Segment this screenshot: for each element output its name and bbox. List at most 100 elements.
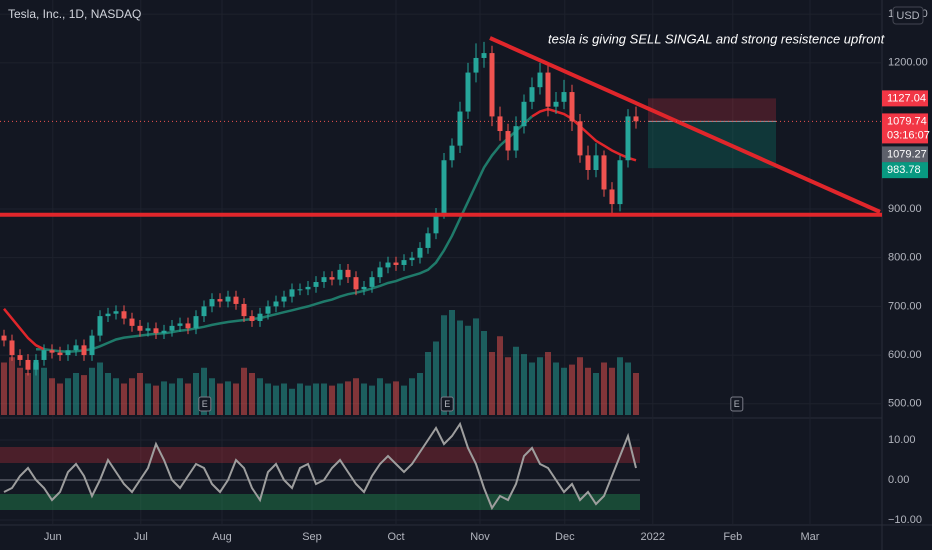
candle-body [385,262,391,268]
position-risk [648,98,776,122]
volume-bar [569,364,575,415]
y-tick-label: 500.00 [888,398,922,410]
candle-body [313,282,319,287]
candle-body [129,318,135,326]
volume-bar [425,352,431,415]
moving-average [3,107,637,351]
volume-bar [505,357,511,415]
x-tick-label: Aug [212,531,232,543]
candle-body [465,72,471,112]
oscillator-line [3,421,637,511]
countdown: 03:16:07 [887,129,930,141]
y-tick-label: 10.00 [888,434,916,446]
oscillator-band [0,494,640,510]
x-tick-label: Mar [801,531,820,543]
x-tick-label: 2022 [641,531,665,543]
y-tick-label: 900.00 [888,203,922,215]
volume-bar [241,367,247,415]
x-tick-label: Nov [470,531,490,543]
position-reward [648,121,776,169]
volume-bar [385,383,391,415]
volume-bar [321,383,327,415]
volume-bar [17,367,23,415]
volume-bar [617,357,623,415]
candle-body [425,233,431,248]
volume-bar [537,357,543,415]
candle-body [561,92,567,102]
candle-body [409,257,415,261]
volume-bar [73,373,79,415]
annotation: tesla is giving SELL SINGAL and strong r… [548,31,886,46]
candle-body [337,269,343,280]
candle-body [169,325,175,331]
volume-bar [473,318,479,415]
candle-body [441,160,447,214]
volume-bar [201,367,207,415]
candle-body [161,330,167,334]
oscillator-band [0,447,640,463]
x-tick-label: Jun [44,531,62,543]
candle-body [537,72,543,88]
x-tick-label: Jul [134,531,148,543]
volume-bar [57,383,63,415]
currency[interactable]: USD [896,10,919,22]
candle-body [225,296,231,302]
candle-body [361,286,367,290]
volume-bar [601,362,607,415]
volume-bar [393,381,399,415]
volume-bar [217,383,223,415]
candle-body [321,277,327,283]
trendline [489,36,881,214]
volume-bar [169,383,175,415]
overlay: E E E 1127.04 1079.74 03:16:07 1079.27 983.78 [0,36,930,412]
candle-body [353,277,359,290]
candle-body [369,277,375,287]
candle-body [209,299,215,307]
candle-body [105,313,111,317]
volume-bar [465,325,471,415]
candle-body [489,53,495,117]
volume-bar [145,383,151,415]
marks [0,41,776,511]
candle-body [393,262,399,265]
candle-body [545,72,551,107]
y-tick-label: 700.00 [888,300,922,312]
volume-bar [113,378,119,415]
volume-bar [281,383,287,415]
candle-body [449,145,455,161]
candle-body [497,116,503,132]
candle-body [233,296,239,304]
chart-title: Tesla, Inc., 1D, NASDAQ [8,7,141,21]
price-label: 1127.04 [887,92,926,104]
volume-bar [225,381,231,415]
event-icon [198,396,212,412]
candle-body [289,289,295,297]
candle-body [329,277,335,280]
candle-body [457,111,463,146]
y-tick-label: −10.00 [888,514,922,526]
candle-body [65,350,71,356]
volume-bar [417,373,423,415]
price-label-box [882,90,928,107]
volume-bar [521,354,527,415]
candle-body [513,126,519,151]
currency-box[interactable] [892,6,924,25]
volume-bar [49,378,55,415]
volume-bar [633,373,639,415]
candle-body [273,301,279,307]
volume-bar [545,352,551,415]
candle-body [281,296,287,302]
candle-body [377,267,383,278]
volume-bar [529,362,535,415]
volume-bar [561,367,567,415]
event-label: E [202,399,208,409]
x-tick-label: Dec [555,531,575,543]
candle-body [145,328,151,331]
x-tick-label: Sep [302,531,322,543]
volume-bar [449,310,455,415]
volume-bar [185,383,191,415]
candle-body [505,131,511,151]
volume-bar [625,362,631,415]
